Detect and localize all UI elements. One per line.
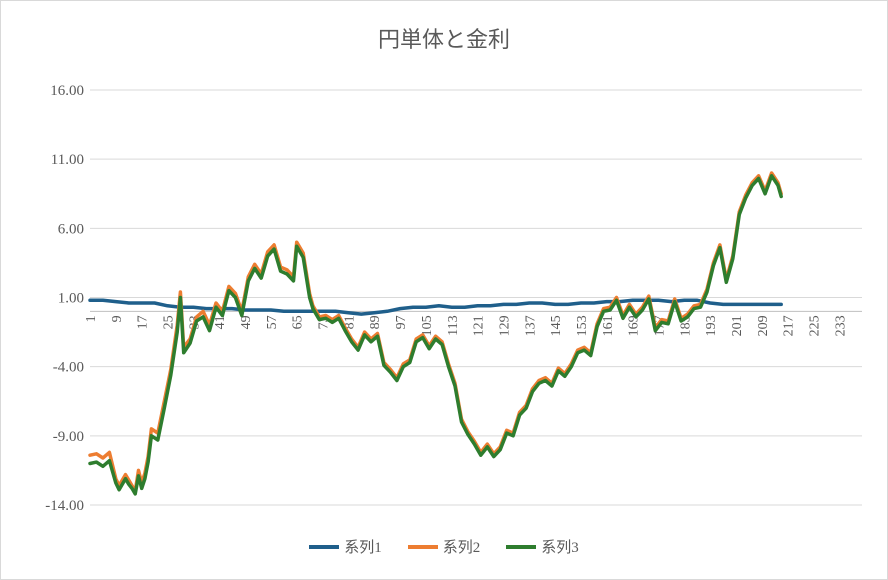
y-tick-label: 6.00 [58,221,84,237]
x-tick-label: 121 [472,315,487,336]
x-tick-label: 137 [523,315,538,336]
y-tick-label: -4.00 [53,360,84,376]
x-tick-label: 1 [84,315,99,322]
gridlines [90,89,862,506]
x-tick-label: 57 [265,315,280,329]
y-tick-label: 16.00 [50,83,84,99]
x-tick-label: 209 [756,315,771,336]
series-line-3 [88,174,783,496]
x-tick-label: 233 [833,315,848,336]
x-tick-label: 113 [446,315,461,335]
x-tick-label: 9 [110,315,125,322]
chart-title: 円単体と金利 [377,28,510,53]
legend: 系列1 系列2 系列3 [0,536,888,557]
y-tick-label: -14.00 [45,498,84,514]
legend-item-series-3: 系列3 [506,536,579,557]
legend-swatch-series-1 [309,544,340,549]
x-tick-label: 169 [627,315,642,336]
legend-item-series-2: 系列2 [407,536,481,557]
series-lines [88,171,783,496]
x-tick-label: 81 [342,315,357,329]
x-tick-label: 25 [162,315,177,329]
x-tick-label: 161 [601,315,616,336]
x-tick-label: 97 [394,315,409,329]
x-tick-label: 153 [575,315,590,336]
legend-label-series-3: 系列3 [541,540,579,556]
y-tick-label: -9.00 [53,429,84,445]
x-tick-label: 201 [730,315,745,336]
x-tick-label: 145 [549,315,564,336]
x-tick-label: 105 [420,315,435,336]
x-tick-label: 89 [368,315,383,329]
y-tick-label: 11.00 [51,152,84,168]
legend-label-series-2: 系列2 [442,540,481,556]
y-axis-tick-labels: 16.00 11.00 6.00 1.00 -4.00 -9.00 -14.00 [45,83,84,514]
x-tick-label: 65 [291,315,306,329]
x-tick-label: 217 [782,315,797,336]
legend-swatch-series-2 [407,544,438,549]
x-tick-label: 17 [136,315,151,329]
legend-item-series-1: 系列1 [309,536,382,557]
series-line-1 [88,298,783,316]
x-tick-label: 129 [497,315,512,336]
legend-swatch-series-3 [506,544,537,549]
x-tick-label: 193 [704,315,719,336]
series-line-2 [88,171,783,493]
x-tick-label: 41 [213,315,228,329]
x-tick-label: 225 [808,315,823,336]
x-tick-label: 49 [239,315,254,329]
legend-label-series-1: 系列1 [344,540,382,556]
y-tick-label: 1.00 [58,291,84,307]
